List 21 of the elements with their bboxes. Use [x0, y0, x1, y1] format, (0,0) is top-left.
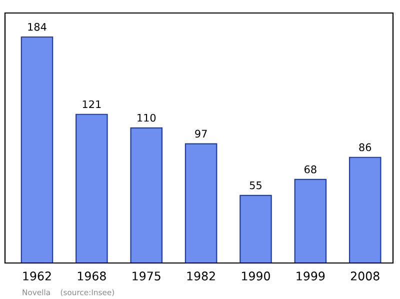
bar — [20, 36, 54, 263]
bar — [348, 156, 382, 263]
x-tick-label: 2008 — [350, 272, 380, 280]
data-label: 68 — [304, 165, 316, 174]
data-label: 55 — [250, 182, 262, 190]
data-label: 110 — [138, 114, 156, 122]
x-tick-label: 1999 — [296, 272, 325, 280]
x-tick-label: 1962 — [23, 272, 51, 280]
x-tick-label: 1968 — [78, 272, 106, 280]
x-tick-label: 1982 — [187, 272, 215, 280]
bar — [130, 127, 163, 263]
data-label: 86 — [359, 143, 372, 152]
data-label: 184 — [28, 22, 46, 31]
bar — [240, 194, 272, 263]
data-label: 121 — [82, 100, 101, 108]
x-tick-label: 1990 — [242, 272, 270, 280]
bar — [76, 114, 108, 263]
x-tick-label: 1975 — [132, 272, 160, 280]
bar — [294, 178, 327, 263]
bar — [184, 143, 218, 263]
data-label: 97 — [195, 130, 207, 138]
